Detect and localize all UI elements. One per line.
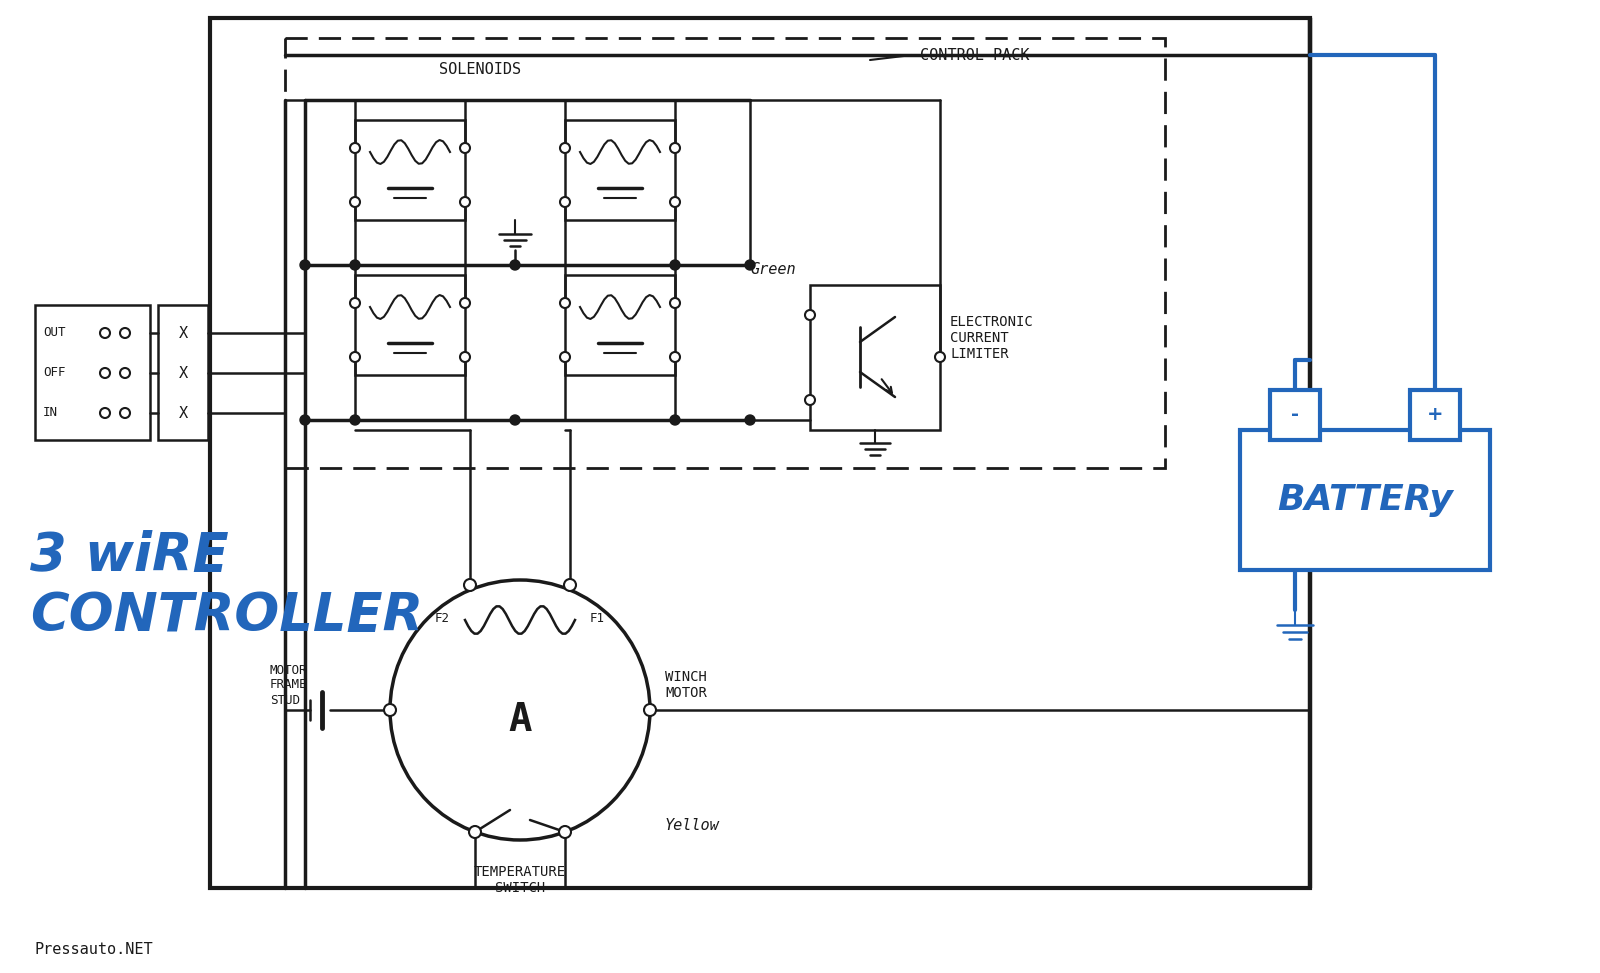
Bar — [35, 305, 150, 440]
Text: 3 wiRE
CONTROLLER: 3 wiRE CONTROLLER — [30, 530, 422, 642]
Text: F1: F1 — [590, 611, 605, 625]
Circle shape — [560, 143, 570, 153]
Circle shape — [350, 260, 360, 270]
Circle shape — [350, 197, 360, 207]
Text: A: A — [509, 701, 531, 739]
Text: SOLENOIDS: SOLENOIDS — [438, 62, 522, 78]
Bar — [210, 18, 1310, 888]
Circle shape — [461, 143, 470, 153]
Circle shape — [384, 704, 397, 716]
Circle shape — [510, 260, 520, 270]
Circle shape — [670, 352, 680, 362]
Text: OFF: OFF — [43, 367, 66, 379]
Bar — [565, 120, 675, 220]
Text: OUT: OUT — [43, 327, 66, 340]
Circle shape — [670, 415, 680, 425]
Circle shape — [350, 352, 360, 362]
Text: Green: Green — [750, 263, 795, 277]
Circle shape — [670, 143, 680, 153]
Circle shape — [120, 368, 130, 378]
Text: -: - — [1291, 406, 1299, 424]
Bar — [810, 285, 941, 430]
Text: MOTOR
FRAME
STUD: MOTOR FRAME STUD — [270, 664, 307, 706]
Circle shape — [746, 415, 755, 425]
Circle shape — [350, 415, 360, 425]
Circle shape — [670, 298, 680, 308]
Circle shape — [461, 197, 470, 207]
Circle shape — [563, 579, 576, 591]
Bar — [565, 275, 675, 375]
Text: CONTROL PACK: CONTROL PACK — [920, 48, 1029, 62]
Circle shape — [301, 260, 310, 270]
Circle shape — [805, 310, 814, 320]
Circle shape — [560, 298, 570, 308]
Bar — [355, 120, 466, 220]
Circle shape — [670, 197, 680, 207]
Circle shape — [746, 260, 755, 270]
Circle shape — [99, 328, 110, 338]
Circle shape — [643, 704, 656, 716]
Text: X: X — [179, 366, 187, 380]
Text: X: X — [179, 326, 187, 341]
Bar — [355, 275, 466, 375]
Circle shape — [99, 368, 110, 378]
Text: Yellow: Yellow — [666, 817, 720, 833]
Circle shape — [560, 197, 570, 207]
Circle shape — [461, 298, 470, 308]
Bar — [158, 305, 208, 440]
Text: +: + — [1427, 406, 1443, 424]
Circle shape — [120, 328, 130, 338]
Circle shape — [390, 580, 650, 840]
Circle shape — [461, 352, 470, 362]
Circle shape — [350, 143, 360, 153]
Circle shape — [469, 826, 482, 838]
Text: TEMPERATURE
SWITCH: TEMPERATURE SWITCH — [474, 865, 566, 895]
Circle shape — [670, 260, 680, 270]
Circle shape — [464, 579, 477, 591]
Circle shape — [558, 826, 571, 838]
Circle shape — [350, 298, 360, 308]
Text: ELECTRONIC
CURRENT
LIMITER: ELECTRONIC CURRENT LIMITER — [950, 315, 1034, 361]
Bar — [1240, 430, 1490, 570]
Circle shape — [120, 408, 130, 418]
Bar — [1270, 390, 1320, 440]
Text: X: X — [179, 406, 187, 420]
Text: WINCH
MOTOR: WINCH MOTOR — [666, 669, 707, 701]
Circle shape — [805, 395, 814, 405]
Bar — [1410, 390, 1459, 440]
Circle shape — [301, 415, 310, 425]
Text: BATTERy: BATTERy — [1277, 483, 1453, 517]
Circle shape — [934, 352, 946, 362]
Circle shape — [560, 352, 570, 362]
Circle shape — [510, 415, 520, 425]
Text: IN: IN — [43, 407, 58, 419]
Text: Pressauto.NET: Pressauto.NET — [35, 943, 154, 957]
Circle shape — [99, 408, 110, 418]
Text: F2: F2 — [435, 611, 450, 625]
Bar — [285, 38, 1165, 468]
